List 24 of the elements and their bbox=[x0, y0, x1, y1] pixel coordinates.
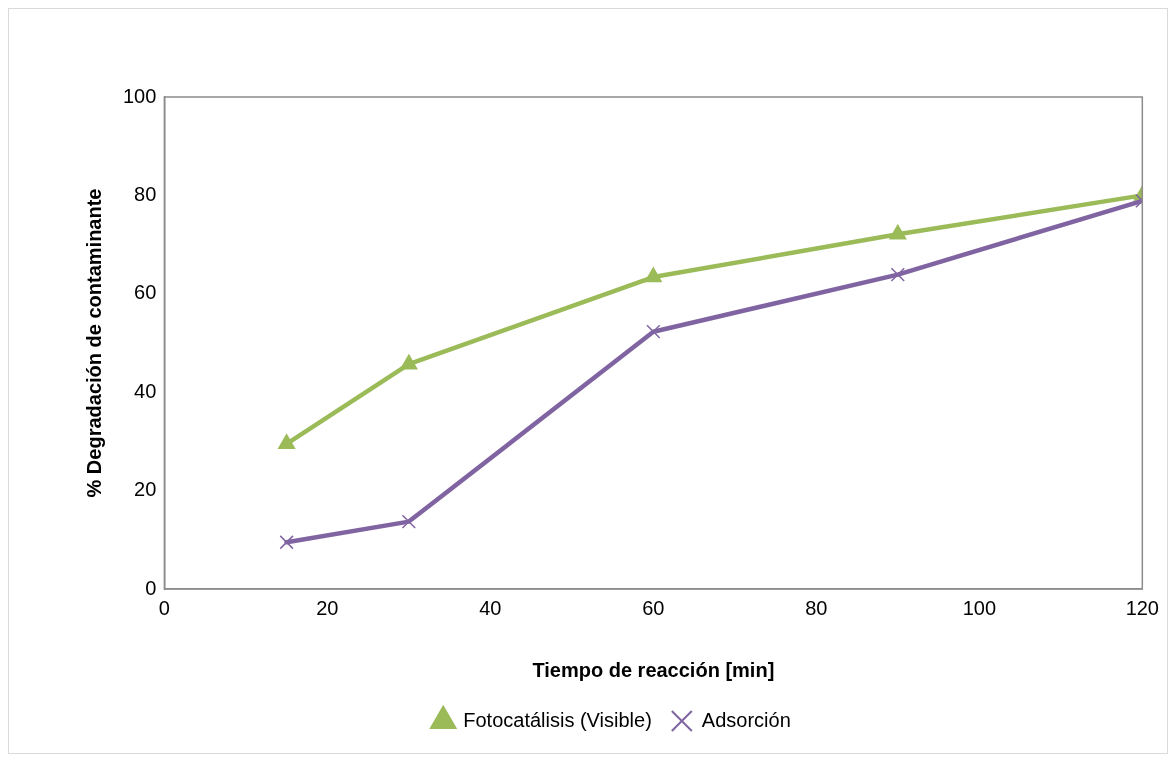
x-tick-label: 20 bbox=[316, 596, 339, 619]
y-tick-label: 20 bbox=[134, 478, 157, 501]
y-axis-title: % Degradación de contaminante bbox=[82, 188, 105, 498]
y-tick-label: 60 bbox=[134, 281, 157, 304]
point bbox=[278, 434, 296, 450]
point bbox=[279, 535, 294, 550]
point bbox=[400, 354, 418, 370]
x-tick-label: 40 bbox=[479, 596, 502, 619]
legend-label: Fotocatálisis (Visible) bbox=[463, 708, 652, 731]
y-tick-label: 40 bbox=[134, 379, 157, 402]
point bbox=[401, 514, 416, 529]
y-tick-label: 80 bbox=[134, 182, 157, 205]
legend-label: Adsorción bbox=[701, 708, 791, 731]
x-tick-label: 120 bbox=[1125, 596, 1159, 619]
x-axis-title: Tiempo de reacción [min] bbox=[532, 658, 775, 681]
y-tick-label: 0 bbox=[145, 576, 157, 599]
point bbox=[890, 267, 905, 282]
x-tick-label: 100 bbox=[962, 596, 997, 619]
point bbox=[644, 267, 662, 283]
x-tick-label: 80 bbox=[805, 596, 828, 619]
y-tick-label: 100 bbox=[122, 84, 157, 107]
point bbox=[646, 324, 661, 339]
point bbox=[889, 224, 907, 240]
x-tick-label: 60 bbox=[642, 596, 665, 619]
